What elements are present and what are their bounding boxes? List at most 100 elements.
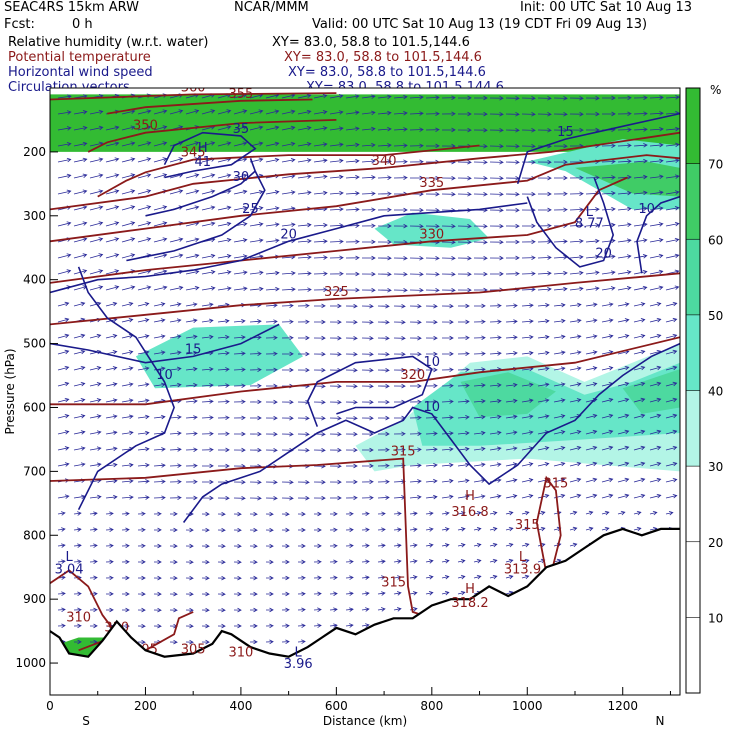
circulation-vector: [489, 207, 504, 213]
circulation-vector: [169, 189, 184, 195]
circulation-vector: [474, 95, 488, 101]
circulation-vector: [601, 366, 614, 371]
circulation-vector: [409, 319, 422, 325]
circulation-vector: [361, 159, 376, 164]
circulation-vector: [105, 430, 118, 435]
circulation-vector: [649, 445, 662, 451]
circulation-vector: [601, 429, 614, 435]
circulation-vector: [617, 397, 630, 403]
circulation-vector: [297, 238, 312, 244]
circulation-vector: [473, 511, 482, 516]
circulation-vector: [505, 414, 518, 420]
circulation-vector: [329, 319, 342, 325]
circulation-vector: [121, 430, 134, 436]
extremum-label: 315: [381, 575, 406, 590]
circulation-vector: [73, 349, 86, 355]
circulation-vector: [633, 111, 648, 116]
circulation-vector: [553, 143, 568, 149]
circulation-vector: [377, 527, 386, 532]
circulation-vector: [393, 127, 408, 132]
circulation-vector: [313, 271, 328, 276]
circulation-vector: [649, 238, 664, 243]
circulation-vector: [233, 591, 242, 597]
x-tick-label: 1200: [607, 699, 638, 713]
circulation-vector: [297, 511, 306, 517]
y-tick-label: 300: [23, 209, 46, 223]
circulation-vector: [201, 367, 214, 372]
circulation-vector: [377, 239, 392, 245]
circulation-vector: [233, 286, 248, 292]
circulation-vector: [89, 205, 104, 211]
circulation-vector: [217, 591, 226, 597]
circulation-vector: [473, 303, 486, 309]
circulation-vector: [57, 381, 70, 387]
circulation-vector: [137, 141, 152, 147]
circulation-vector: [329, 447, 342, 453]
circulation-vector: [409, 335, 422, 341]
circulation-vector: [601, 397, 614, 403]
circulation-vector: [649, 365, 662, 371]
circulation-vector: [553, 270, 568, 276]
circulation-vector: [361, 415, 374, 421]
extremum-label: 316.8: [451, 505, 488, 520]
circulation-vector: [457, 511, 466, 516]
circulation-vector: [377, 319, 390, 325]
circulation-vector: [617, 111, 632, 117]
circulation-vector: [217, 286, 232, 291]
circulation-vector: [665, 365, 678, 371]
circulation-vector: [281, 335, 294, 341]
circulation-vector: [217, 221, 232, 227]
field-name-wind: Horizontal wind speed: [8, 65, 153, 80]
circulation-vector: [617, 238, 632, 243]
circulation-vector: [185, 302, 198, 307]
circulation-vector: [377, 207, 392, 213]
circulation-vector: [441, 399, 454, 404]
circulation-vector: [585, 526, 594, 532]
circulation-vector: [553, 207, 568, 213]
circulation-vector: [505, 494, 518, 499]
circulation-vector: [521, 494, 534, 499]
circulation-vector: [361, 383, 374, 389]
circulation-vector: [537, 334, 550, 340]
circulation-vector: [201, 286, 216, 291]
circulation-vector: [377, 399, 390, 405]
circulation-vector: [249, 286, 264, 292]
circulation-vector: [649, 461, 662, 467]
wind-contour-10: [77, 266, 175, 511]
circulation-vector: [569, 127, 584, 133]
circulation-vector: [585, 95, 600, 101]
circulation-vector: [505, 207, 520, 213]
circulation-vector: [313, 559, 322, 565]
circulation-vector: [473, 111, 488, 117]
circulation-vector: [281, 575, 290, 581]
circulation-vector: [442, 335, 454, 341]
circulation-vector: [665, 190, 680, 195]
circulation-vector: [425, 319, 438, 325]
circulation-vector: [105, 511, 114, 516]
circulation-vector: [217, 334, 230, 340]
circulation-vector: [649, 111, 664, 116]
circulation-vector: [105, 333, 118, 339]
circulation-vector: [281, 109, 296, 115]
circulation-vector: [553, 111, 568, 117]
circulation-vector: [409, 351, 422, 357]
colorbar-tick-label: 30: [708, 460, 723, 474]
circulation-vector: [505, 478, 518, 483]
circulation-vector: [458, 111, 472, 117]
circulation-vector: [105, 125, 120, 131]
circulation-vector: [201, 623, 210, 629]
circulation-vector: [409, 111, 424, 116]
circulation-vector: [57, 511, 66, 516]
circulation-vector: [329, 527, 338, 533]
circulation-vector: [217, 367, 230, 372]
circulation-vector: [505, 303, 518, 308]
circulation-vector: [346, 271, 360, 277]
circulation-vector: [489, 223, 504, 229]
circulation-vector: [601, 238, 616, 244]
circulation-vector: [121, 205, 136, 211]
circulation-vector: [137, 205, 152, 211]
circulation-vector: [345, 383, 358, 389]
circulation-vector: [441, 494, 454, 500]
circulation-vector: [57, 462, 70, 467]
circulation-vector: [505, 160, 520, 165]
